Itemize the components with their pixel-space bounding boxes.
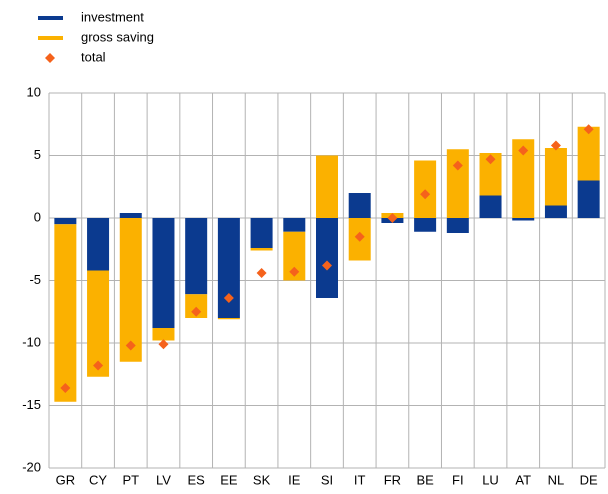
- x-tick-label: PT: [122, 472, 139, 487]
- bar: [544, 148, 567, 206]
- x-tick-label: EE: [220, 472, 238, 487]
- bar: [87, 218, 110, 271]
- x-tick-label: ES: [188, 472, 206, 487]
- total-marker: [158, 339, 169, 350]
- total-marker: [322, 260, 332, 271]
- y-tick-label: -20: [22, 459, 41, 474]
- bar: [250, 248, 273, 251]
- bar: [283, 218, 306, 232]
- total-marker: [93, 360, 104, 371]
- y-tick-label: -10: [22, 334, 41, 349]
- legend-label: total: [81, 49, 106, 64]
- bar: [54, 218, 77, 225]
- total-marker: [60, 383, 71, 393]
- bar: [87, 270, 110, 377]
- legend-swatch: [38, 16, 63, 20]
- bar: [250, 218, 273, 248]
- y-tick-label: -15: [22, 397, 41, 412]
- x-tick-label: GR: [56, 472, 76, 487]
- bar: [152, 328, 175, 341]
- total-marker: [485, 154, 496, 165]
- bar: [446, 218, 469, 233]
- bar: [446, 149, 469, 218]
- legend-label: gross saving: [81, 29, 154, 44]
- y-tick-label: 5: [34, 147, 41, 162]
- bar: [119, 213, 142, 218]
- total-marker: [223, 293, 234, 303]
- x-tick-label: FI: [452, 472, 464, 487]
- bar: [217, 318, 240, 320]
- total-marker: [452, 160, 463, 171]
- x-tick-label: LV: [156, 472, 171, 487]
- bar: [479, 195, 502, 218]
- x-tick-label: DE: [580, 472, 598, 487]
- total-marker: [289, 266, 300, 277]
- bar: [316, 155, 338, 218]
- x-tick-label: AT: [515, 472, 531, 487]
- bar: [512, 139, 535, 218]
- y-tick-label: -5: [29, 272, 41, 287]
- bar: [414, 218, 437, 232]
- bar: [217, 218, 240, 318]
- y-tick-label: 10: [27, 84, 41, 99]
- total-marker: [550, 140, 561, 151]
- x-tick-label: IE: [288, 472, 301, 487]
- total-marker: [387, 213, 398, 223]
- bar: [185, 294, 208, 318]
- bar: [316, 218, 338, 298]
- bar: [479, 153, 502, 196]
- bar: [152, 218, 175, 328]
- legend-swatch: [38, 36, 63, 40]
- bar: [185, 218, 208, 295]
- x-tick-label: SK: [253, 472, 271, 487]
- bar: [119, 218, 142, 362]
- x-tick-label: NL: [548, 472, 565, 487]
- total-marker: [420, 189, 431, 200]
- x-tick-label: SI: [321, 472, 333, 487]
- total-marker: [191, 306, 202, 317]
- x-tick-label: IT: [354, 472, 366, 487]
- legend-label: investment: [81, 9, 144, 24]
- legend-swatch: [45, 53, 55, 63]
- bar: [348, 193, 371, 218]
- x-tick-label: CY: [89, 472, 107, 487]
- bar: [512, 218, 535, 221]
- bar: [544, 205, 567, 218]
- bar: [283, 231, 306, 281]
- total-marker: [583, 124, 594, 135]
- bar: [577, 126, 600, 181]
- x-tick-label: BE: [416, 472, 434, 487]
- total-marker: [354, 231, 365, 242]
- x-tick-label: LU: [482, 472, 499, 487]
- total-marker: [125, 340, 136, 351]
- bar: [54, 224, 77, 402]
- x-tick-label: FR: [384, 472, 401, 487]
- total-marker: [256, 268, 267, 278]
- y-tick-label: 0: [34, 209, 41, 224]
- bar: [577, 180, 600, 218]
- total-marker: [518, 145, 529, 156]
